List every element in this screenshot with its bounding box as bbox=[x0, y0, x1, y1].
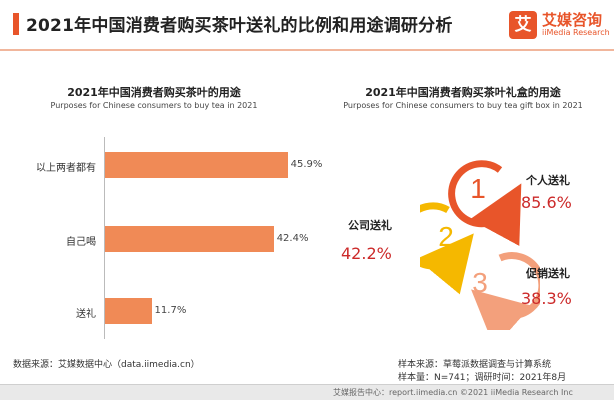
brand-subtitle: iiMedia Research bbox=[542, 28, 610, 37]
gift-value-promotion: 38.3% bbox=[521, 289, 572, 308]
sample-source: 样本来源：草莓派数据调查与计算系统 bbox=[398, 360, 552, 370]
gift-label-promotion: 促销送礼 bbox=[526, 267, 570, 280]
gift-ranking-diagram: 1 2 3 bbox=[420, 160, 540, 330]
footer-text: 艾媒报告中心：report.iimedia.cn ©2021 iiMedia R… bbox=[333, 388, 573, 397]
sample-size: 样本量：N=741；调研时间：2021年8月 bbox=[398, 373, 567, 383]
ring-1-arc bbox=[448, 160, 522, 246]
ring-1-number: 1 bbox=[470, 173, 486, 204]
title-divider bbox=[0, 49, 614, 51]
ring-2-arc bbox=[420, 202, 474, 295]
title-accent bbox=[13, 13, 19, 35]
brand-logo-icon: 艾 bbox=[509, 11, 537, 39]
bar-category-label: 送礼 bbox=[76, 309, 96, 320]
footer bbox=[0, 385, 614, 400]
bar-chart-axis bbox=[104, 137, 105, 339]
title-bar: 2021年中国消费者购买茶叶送礼的比例和用途调研分析 艾 艾媒咨询 iiMedi… bbox=[0, 0, 614, 52]
bar-value-label: 45.9% bbox=[290, 159, 323, 170]
bar-chart-subtitle: Purposes for Chinese consumers to buy te… bbox=[50, 101, 258, 110]
data-source: 数据来源：艾媒数据中心（data.iimedia.cn） bbox=[13, 360, 200, 370]
bar bbox=[105, 226, 274, 252]
page-title: 2021年中国消费者购买茶叶送礼的比例和用途调研分析 bbox=[26, 16, 453, 36]
gift-value-personal: 85.6% bbox=[521, 193, 572, 212]
bar-category-label: 以上两者都有 bbox=[36, 163, 96, 174]
bar-chart-title: 2021年中国消费者购买茶叶的用途 bbox=[67, 86, 241, 99]
ring-3-number: 3 bbox=[472, 267, 488, 298]
brand-name: 艾媒咨询 bbox=[542, 11, 603, 29]
bar-value-label: 42.4% bbox=[276, 233, 309, 244]
bar-value-label: 11.7% bbox=[154, 305, 187, 316]
bar bbox=[105, 298, 152, 324]
bar bbox=[105, 152, 288, 178]
brand: 艾 艾媒咨询 iiMedia Research bbox=[509, 9, 610, 45]
ring-2-number: 2 bbox=[438, 221, 454, 252]
ring-3-arc bbox=[471, 252, 540, 330]
gift-label-personal: 个人送礼 bbox=[526, 174, 570, 187]
gift-value-company: 42.2% bbox=[341, 244, 392, 263]
footer-divider bbox=[0, 384, 614, 385]
gift-chart-subtitle: Purposes for Chinese consumers to buy te… bbox=[343, 101, 583, 110]
bar-category-label: 自己喝 bbox=[66, 237, 96, 248]
gift-chart-title: 2021年中国消费者购买茶叶礼盒的用途 bbox=[365, 86, 561, 99]
gift-label-company: 公司送礼 bbox=[348, 219, 392, 232]
